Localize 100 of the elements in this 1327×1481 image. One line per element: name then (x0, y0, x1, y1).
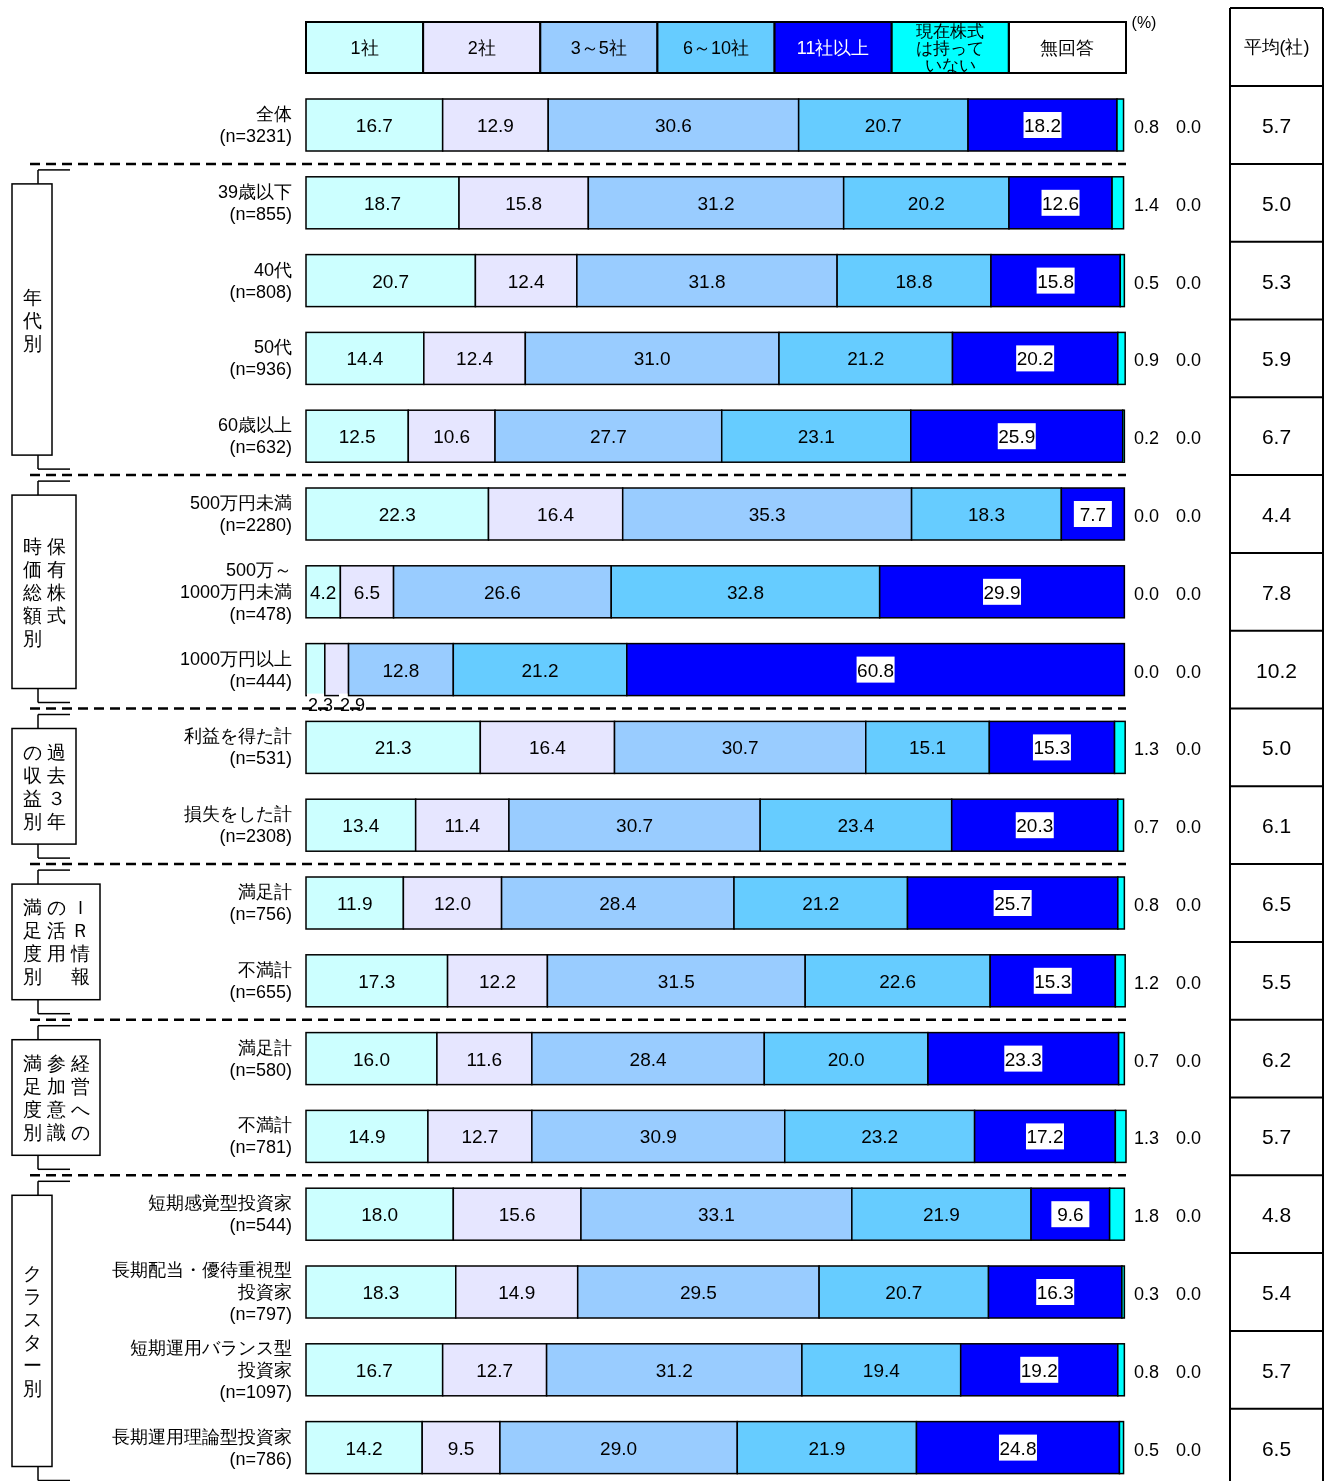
data-label: 0.0 (1176, 117, 1202, 137)
data-label: 1.8 (1134, 1206, 1160, 1227)
data-label: 12.4 (507, 270, 546, 292)
data-label: 1.2 (1134, 972, 1160, 993)
text: 時価総額別 (21, 535, 42, 649)
text: クラスター別 (22, 1262, 42, 1399)
data-label: 0.0 (1176, 661, 1202, 682)
data-label: 0.8 (1134, 1361, 1160, 1382)
data-label: 16.7 (355, 114, 393, 136)
text: 5.0 (1261, 191, 1292, 215)
text: 6.5 (1261, 891, 1292, 915)
data-label: 25.7 (994, 892, 1032, 914)
text: 保有株式 (45, 535, 66, 626)
data-label: 15.3 (1033, 736, 1071, 758)
category-label: 500万～ 1000万円未満 (n=478) (179, 559, 292, 624)
data-label: 1.3 (1134, 739, 1160, 760)
data-label: 24.8 (999, 1437, 1037, 1459)
data-label: 0.0 (1176, 583, 1202, 604)
category-label: 短期感覚型投資家 (n=544) (148, 1193, 292, 1236)
data-label: 0.0 (1176, 739, 1202, 760)
text: 経営への (69, 1052, 90, 1143)
data-label: 21.9 (922, 1203, 960, 1225)
data-label: 7.7 (1079, 503, 1107, 525)
category-label: 満足計 (n=756) (229, 882, 292, 924)
data-label: 1.4 (1134, 194, 1160, 215)
text: 5.5 (1261, 969, 1292, 993)
data-label: 12.2 (479, 970, 516, 992)
data-label: 23.2 (861, 1125, 899, 1147)
data-label: 0.0 (1176, 1206, 1202, 1227)
data-label: 0.0 (1176, 194, 1202, 215)
data-label: 0.0 (1176, 895, 1202, 915)
data-label: 15.8 (1037, 270, 1075, 292)
text: 6.1 (1261, 813, 1292, 837)
data-label: 30.7 (721, 736, 759, 758)
text: 4.4 (1261, 502, 1292, 526)
text: 7.8 (1261, 580, 1292, 604)
data-label: 0.0 (1176, 428, 1202, 449)
data-label: 0.0 (1176, 272, 1202, 293)
text: 6.5 (1261, 1436, 1292, 1460)
data-label: 10.6 (433, 425, 471, 447)
data-label: 12.7 (461, 1125, 499, 1147)
data-label: 12.6 (1042, 192, 1080, 214)
text: 満足度別 (22, 1052, 42, 1143)
text: 平均(社) (1243, 37, 1310, 57)
text: (%) (1131, 13, 1157, 31)
data-label: 30.6 (654, 114, 692, 136)
data-label: 0.0 (1176, 817, 1202, 838)
text: の活用 (46, 896, 66, 964)
data-label: 0.0 (1176, 1050, 1202, 1071)
data-label: 30.7 (616, 814, 654, 836)
data-label: 0.5 (1134, 272, 1160, 293)
data-label: 28.4 (599, 892, 637, 914)
data-label: 22.6 (879, 970, 917, 992)
category-label: 長期運用理論型投資家 (n=786) (112, 1426, 292, 1469)
text: 5.9 (1261, 346, 1292, 370)
category-label: 短期運用バランス型投資家 (n=1097) (130, 1337, 292, 1402)
data-label: 32.8 (726, 581, 764, 603)
data-label: 0.0 (1176, 1439, 1202, 1460)
data-label: 35.3 (748, 503, 786, 525)
data-label: 28.4 (629, 1048, 667, 1070)
data-label: 12.4 (456, 347, 494, 369)
text: 5.0 (1261, 735, 1292, 759)
data-label: 0.8 (1134, 117, 1160, 137)
data-label: 11.6 (466, 1048, 503, 1070)
text: の収益別 (22, 741, 42, 832)
data-label: 26.6 (483, 581, 521, 603)
data-label: 0.5 (1134, 1439, 1160, 1460)
data-label: 21.2 (521, 659, 559, 681)
text: 6.2 (1261, 1047, 1292, 1071)
data-label: 2.9 (340, 694, 366, 715)
text: 6.7 (1261, 424, 1292, 448)
data-label: 31.2 (697, 192, 735, 214)
data-label: 15.8 (505, 192, 543, 214)
category-label: 39歳以下 (n=855) (217, 181, 292, 224)
data-label: 0.7 (1134, 1050, 1160, 1071)
data-label: 15.1 (909, 736, 947, 758)
data-label: 27.7 (589, 425, 627, 447)
data-label: 14.4 (346, 347, 384, 369)
data-label: 9.6 (1057, 1203, 1084, 1225)
data-label: 18.0 (361, 1203, 399, 1225)
data-label: 20.2 (1016, 347, 1054, 369)
data-label: 9.5 (447, 1437, 475, 1459)
data-label: 31.5 (657, 970, 695, 992)
data-label: 12.0 (433, 892, 471, 914)
data-label: 18.3 (362, 1281, 400, 1303)
data-label: 20.3 (1016, 814, 1054, 836)
data-label: 12.8 (382, 659, 420, 681)
data-label: 18.3 (967, 503, 1005, 525)
data-label: 0.7 (1134, 817, 1160, 838)
data-label: 0.3 (1134, 1284, 1160, 1304)
data-label: 0.0 (1176, 1284, 1202, 1304)
data-label: 18.8 (895, 270, 933, 292)
data-label: 29.5 (679, 1281, 717, 1303)
data-label: 15.3 (1034, 970, 1072, 992)
text: 5.7 (1261, 1358, 1292, 1382)
text: 過去３年 (46, 741, 66, 832)
data-label: 30.9 (639, 1125, 677, 1147)
category-label: 満足計 (n=580) (229, 1037, 292, 1080)
text: 5.7 (1261, 113, 1292, 137)
data-label: 16.4 (528, 736, 567, 758)
